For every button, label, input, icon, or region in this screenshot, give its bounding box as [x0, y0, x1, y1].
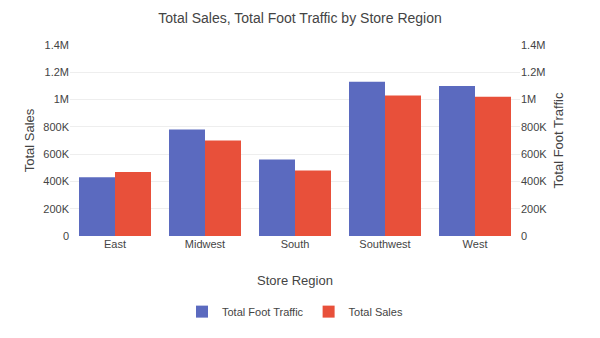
svg-text:0: 0 — [63, 230, 69, 242]
svg-text:0: 0 — [521, 230, 527, 242]
svg-text:South: South — [281, 238, 310, 250]
svg-text:Total Sales, Total Foot Traffi: Total Sales, Total Foot Traffic by Store… — [158, 10, 442, 26]
svg-text:600K: 600K — [521, 148, 547, 160]
svg-text:400K: 400K — [43, 175, 69, 187]
svg-text:Total Foot Traffic: Total Foot Traffic — [551, 92, 566, 188]
svg-text:800K: 800K — [521, 121, 547, 133]
svg-text:400K: 400K — [521, 175, 547, 187]
svg-text:Store Region: Store Region — [257, 273, 333, 288]
svg-text:1M: 1M — [521, 93, 536, 105]
svg-text:1M: 1M — [54, 93, 69, 105]
svg-text:Total Foot Traffic: Total Foot Traffic — [222, 306, 304, 318]
svg-text:East: East — [104, 238, 126, 250]
svg-text:600K: 600K — [43, 148, 69, 160]
svg-text:Southwest: Southwest — [359, 238, 410, 250]
svg-text:200K: 200K — [521, 203, 547, 215]
svg-text:Total Sales: Total Sales — [22, 108, 37, 172]
svg-text:Midwest: Midwest — [185, 238, 225, 250]
svg-text:1.4M: 1.4M — [521, 39, 545, 51]
svg-text:1.2M: 1.2M — [521, 66, 545, 78]
svg-text:200K: 200K — [43, 203, 69, 215]
svg-text:Total Sales: Total Sales — [349, 306, 403, 318]
svg-text:West: West — [463, 238, 488, 250]
svg-text:800K: 800K — [43, 121, 69, 133]
svg-text:1.4M: 1.4M — [45, 39, 69, 51]
svg-text:1.2M: 1.2M — [45, 66, 69, 78]
